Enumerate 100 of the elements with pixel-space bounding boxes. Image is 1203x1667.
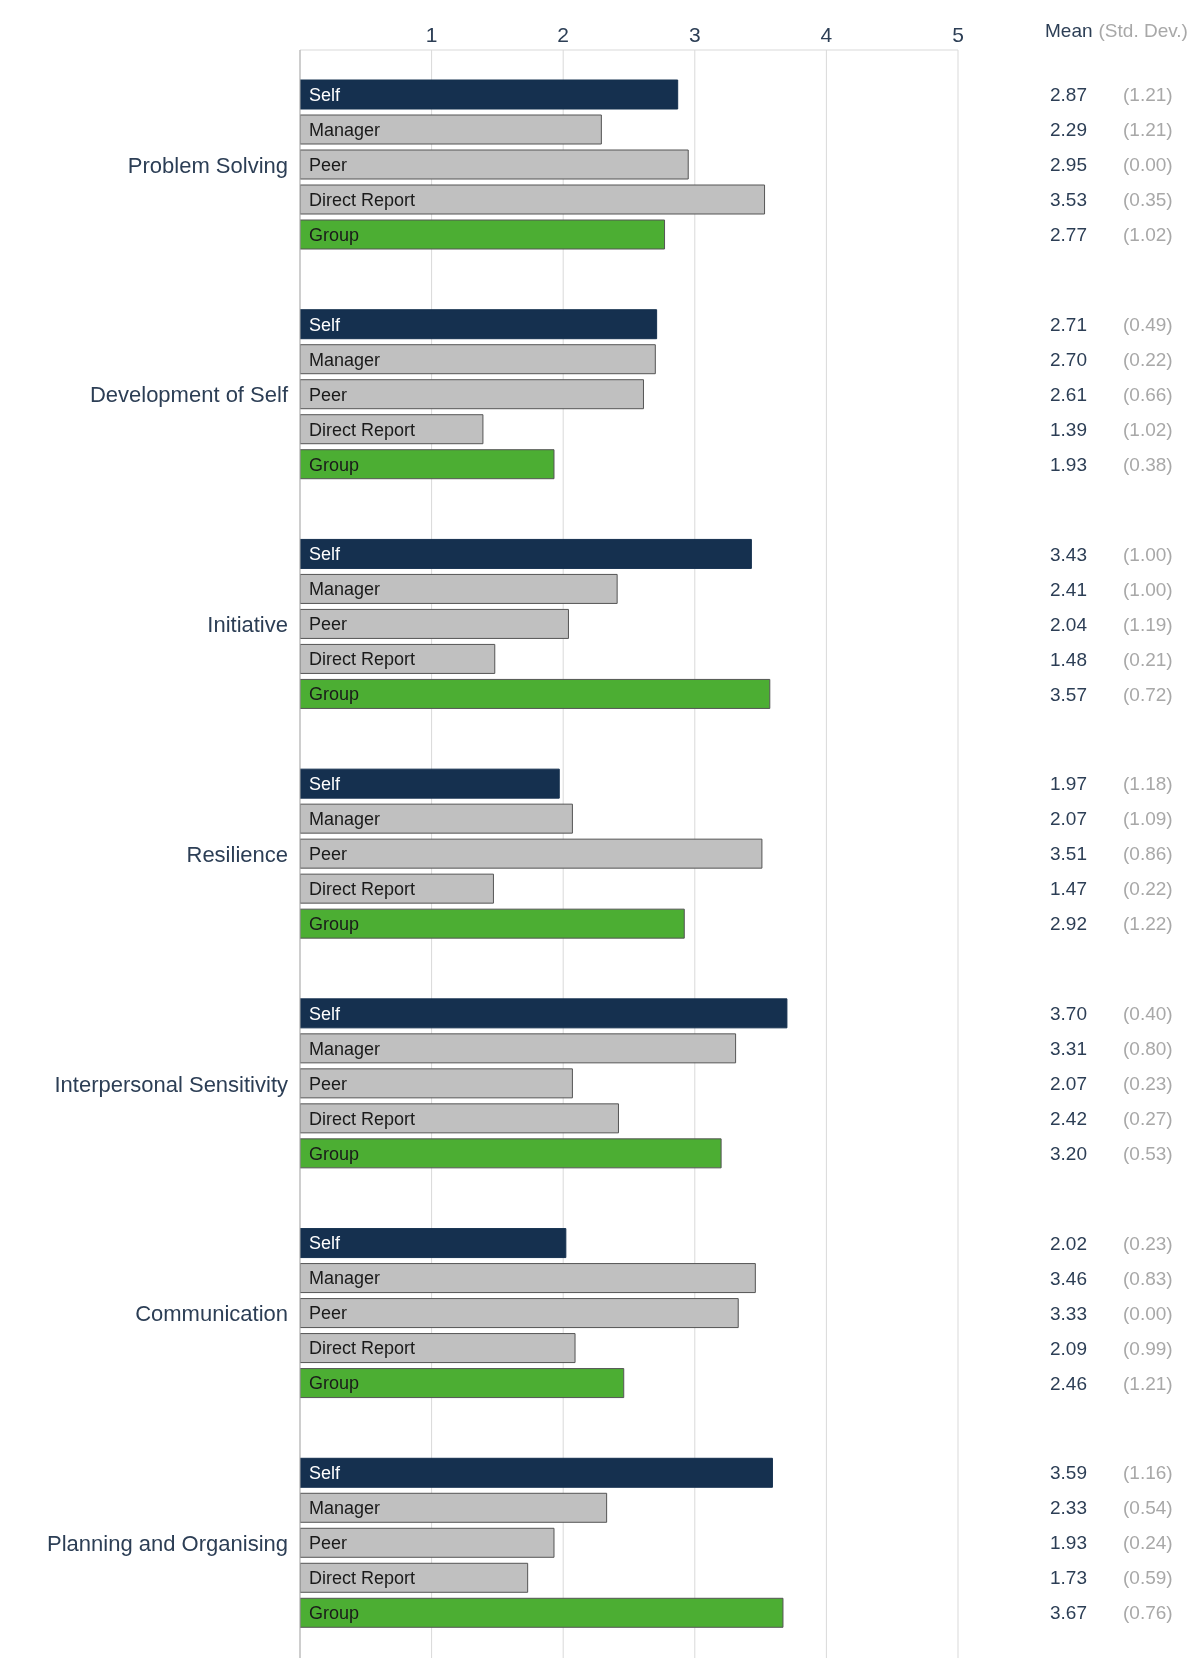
text: 2.33 (0.54) <box>1050 1497 1173 1519</box>
text: 1.48 (0.21) <box>1050 648 1173 670</box>
bar <box>300 449 555 480</box>
text: Peer <box>309 154 348 175</box>
text: 2.02 (0.23) <box>1050 1232 1173 1254</box>
bar <box>300 309 658 340</box>
bar <box>300 379 644 410</box>
series-label: Direct Report <box>309 1108 416 1129</box>
text: Group <box>309 913 360 934</box>
y-tick-label: Initiative <box>207 612 288 638</box>
text: Manager <box>309 349 381 370</box>
text: Self <box>309 1463 341 1484</box>
x-tick-label: 5 <box>952 23 964 46</box>
y-tick-label: Planning and Organising <box>47 1530 288 1556</box>
text: 1.97 (1.18) <box>1050 773 1173 795</box>
text: 1.39 (1.02) <box>1050 418 1173 440</box>
text: 1.47 (0.22) <box>1050 878 1173 900</box>
bar <box>300 1333 576 1364</box>
bar <box>300 768 560 799</box>
bar <box>300 873 494 904</box>
bar <box>300 1527 555 1558</box>
text: Manager <box>309 119 381 140</box>
bar <box>300 573 618 604</box>
text: Peer <box>309 614 348 635</box>
text: 2.04 (1.19) <box>1050 613 1173 635</box>
text: 3.67 (0.76) <box>1050 1602 1173 1624</box>
x-tick-label: 4 <box>820 23 833 46</box>
bar <box>300 678 771 709</box>
series-label: Group <box>309 1143 360 1164</box>
text: Self <box>309 84 341 105</box>
y-tick-label: Communication <box>135 1301 288 1327</box>
text: Self <box>309 1233 341 1254</box>
series-label: Manager <box>309 1038 381 1059</box>
text: Manager <box>309 1268 381 1289</box>
bar <box>300 1263 756 1294</box>
bar <box>300 1298 739 1329</box>
bar <box>300 998 788 1029</box>
text: Self <box>309 314 341 335</box>
text: Direct Report <box>309 1568 416 1589</box>
bar <box>300 608 569 639</box>
text: 2.77 (1.02) <box>1050 224 1173 246</box>
text: 2.87 (1.21) <box>1050 84 1173 106</box>
bar <box>300 149 689 180</box>
text: Self <box>309 1003 341 1024</box>
text: Peer <box>309 1303 348 1324</box>
text: Self <box>309 773 341 794</box>
y-tick-label: Problem Solving <box>127 152 288 178</box>
bar <box>300 1103 619 1134</box>
series-label: Peer <box>309 1073 348 1094</box>
y-tick-label: Resilience <box>186 841 288 867</box>
text: Peer <box>309 843 348 864</box>
text: Group <box>309 454 360 475</box>
text: 1.93 (0.38) <box>1050 453 1173 475</box>
text: 3.20 (0.53) <box>1050 1143 1173 1165</box>
x-tick-label: 2 <box>557 23 570 46</box>
series-label: Self <box>309 544 342 565</box>
text: Direct Report <box>309 878 416 899</box>
text: Group <box>309 684 360 705</box>
text: Direct Report <box>309 189 416 210</box>
bar <box>300 114 602 145</box>
text: Manager <box>309 808 381 829</box>
text: Group <box>309 1373 360 1394</box>
bar <box>300 1228 567 1259</box>
text: (Std. Dev.) <box>1098 20 1188 41</box>
text: 3.53 (0.35) <box>1050 189 1173 211</box>
text: Direct Report <box>309 649 416 670</box>
text: 2.09 (0.99) <box>1050 1337 1173 1359</box>
text: 2.71 (0.49) <box>1050 313 1173 335</box>
text: 2.70 (0.22) <box>1050 348 1173 370</box>
bar <box>300 1597 784 1628</box>
text: 3.57 (0.72) <box>1050 683 1173 705</box>
text: Peer <box>309 384 348 405</box>
text: 1.73 (0.59) <box>1050 1567 1173 1589</box>
bar <box>300 344 656 375</box>
bar <box>300 908 685 939</box>
text: Peer <box>309 1533 348 1554</box>
text: 2.07 (1.09) <box>1050 808 1173 830</box>
text: 2.61 (0.66) <box>1050 383 1173 405</box>
bar <box>300 1368 625 1399</box>
bar <box>300 1068 573 1099</box>
x-tick-label: 1 <box>425 23 438 46</box>
text: Group <box>309 224 360 245</box>
text: 3.31 (0.80) <box>1050 1038 1173 1060</box>
bar <box>300 803 573 834</box>
bar <box>300 1033 737 1064</box>
text: 2.07 (0.23) <box>1050 1073 1173 1095</box>
text: Direct Report <box>309 419 416 440</box>
text: 2.95 (0.00) <box>1050 154 1173 176</box>
text: Mean <box>1045 20 1093 41</box>
text: 2.42 (0.27) <box>1050 1108 1173 1130</box>
bar <box>300 1138 722 1169</box>
y-tick-label: Development of Self <box>89 382 289 408</box>
bar <box>300 1562 529 1593</box>
bar <box>300 1492 608 1523</box>
text: 2.92 (1.22) <box>1050 913 1173 935</box>
text: Manager <box>309 579 381 600</box>
text: 1.93 (0.24) <box>1050 1532 1173 1554</box>
text: 3.51 (0.86) <box>1050 843 1173 865</box>
x-tick-label: 3 <box>688 23 701 46</box>
bar <box>300 538 752 569</box>
